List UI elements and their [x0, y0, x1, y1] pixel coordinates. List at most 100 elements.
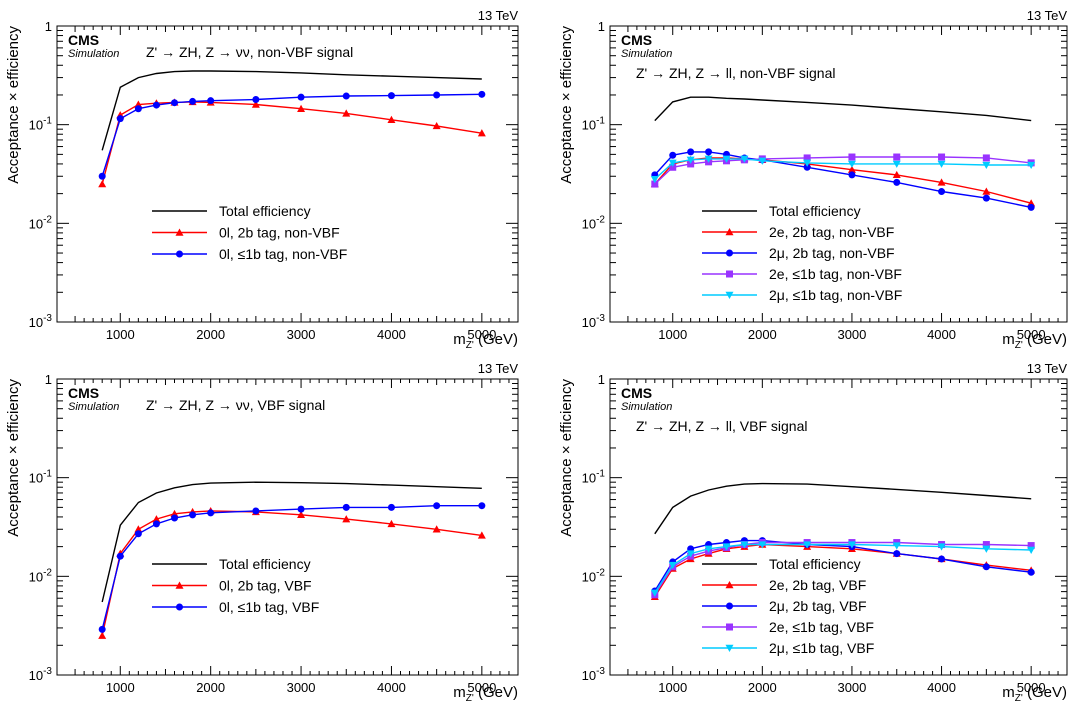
data-point: [758, 157, 767, 165]
data-point: [740, 541, 749, 549]
data-point: [432, 121, 441, 130]
data-point: [252, 507, 260, 515]
data-point: [387, 92, 395, 100]
data-point: [669, 163, 677, 171]
data-point: [478, 502, 486, 510]
data-point: [937, 160, 946, 168]
data-point: [207, 509, 215, 517]
data-point: [686, 156, 695, 164]
data-point: [668, 561, 677, 570]
data-point: [982, 541, 990, 549]
data-point: [982, 187, 991, 195]
data-point: [342, 503, 350, 511]
legend-marker-2: [175, 581, 184, 589]
x-tick-label: 1000: [658, 327, 687, 342]
x-tick-label: 2000: [748, 327, 777, 342]
y-axis-title: Acceptance × efficiency: [5, 26, 22, 184]
data-point: [803, 159, 812, 167]
legend-label-3: 0l, ≤1b tag, VBF: [219, 599, 319, 615]
x-tick-label: 4000: [927, 680, 956, 695]
data-point: [740, 155, 749, 163]
data-point: [116, 552, 124, 560]
data-point: [207, 97, 215, 105]
simulation-label: Simulation: [621, 401, 672, 413]
data-point: [297, 93, 305, 101]
data-point: [116, 115, 124, 123]
energy-label: 13 TeV: [478, 8, 519, 23]
cms-label: CMS: [68, 385, 99, 401]
legend-label-3: 2μ, 2b tag, VBF: [769, 598, 867, 614]
data-point: [433, 91, 441, 99]
data-point: [189, 97, 197, 105]
process-label: Z' → ZH, Z → νν, VBF signal: [146, 397, 325, 413]
data-point: [651, 180, 659, 188]
y-tick-label: 10-1: [29, 469, 53, 486]
legend-marker-3: [176, 603, 183, 611]
data-point: [432, 525, 441, 533]
cms-label: CMS: [621, 32, 652, 48]
x-tick-label: 5000: [1017, 680, 1046, 695]
data-point: [189, 511, 197, 519]
legend-label-2: 2e, 2b tag, non-VBF: [769, 224, 894, 240]
y-axis-title: Acceptance × efficiency: [558, 379, 575, 537]
y-tick-label: 1: [598, 372, 605, 387]
legend-label-5: 2μ, ≤1b tag, VBF: [769, 640, 874, 656]
x-tick-label: 4000: [927, 327, 956, 342]
data-point: [134, 525, 143, 533]
data-point: [1027, 203, 1035, 211]
y-tick-label: 1: [598, 19, 605, 34]
axes-frame: [609, 25, 1068, 323]
x-axis-title: mZ' (GeV): [453, 684, 518, 704]
data-point: [433, 502, 441, 510]
x-tick-label: 5000: [1017, 327, 1046, 342]
y-tick-label: 10-3: [29, 666, 53, 683]
x-tick-label: 2000: [748, 680, 777, 695]
data-point: [893, 178, 901, 186]
data-point: [938, 188, 946, 196]
legend-label-4: 2e, ≤1b tag, non-VBF: [769, 266, 902, 282]
data-point: [297, 510, 306, 519]
x-tick-label: 4000: [377, 680, 406, 695]
x-tick-label: 3000: [287, 327, 316, 342]
data-point: [704, 155, 713, 163]
simulation-label: Simulation: [68, 401, 119, 413]
data-point: [98, 625, 106, 633]
series-line-1: [654, 96, 1032, 122]
simulation-label: Simulation: [68, 48, 119, 60]
y-tick-label: 10-2: [29, 567, 53, 584]
y-tick-label: 10-1: [29, 116, 53, 133]
data-point: [477, 531, 486, 539]
data-point: [758, 541, 767, 549]
legend-marker-3: [726, 249, 733, 257]
y-tick-label: 10-3: [582, 666, 606, 683]
data-point: [387, 503, 395, 511]
simulation-label: Simulation: [621, 48, 672, 60]
data-point: [669, 151, 677, 159]
x-tick-label: 5000: [467, 680, 496, 695]
legend-label-2: 0l, 2b tag, VBF: [219, 578, 312, 594]
x-tick-label: 1000: [106, 680, 135, 695]
x-axis-title: mZ' (GeV): [1002, 684, 1067, 704]
chart-panel-2: 1000 2000 3000 4000 5000 10-3 10-2 10-1 1 mZ' (Ge…: [558, 8, 1068, 351]
data-point: [668, 159, 677, 167]
x-tick-label: 1000: [106, 327, 135, 342]
axes-frame: [56, 378, 519, 676]
data-point: [1027, 546, 1036, 554]
legend-marker-5: [725, 291, 734, 299]
data-point: [650, 589, 659, 597]
data-point: [1027, 161, 1036, 170]
y-tick-label: 10-2: [582, 214, 606, 231]
legend-marker-3: [726, 602, 733, 610]
data-point: [171, 514, 179, 522]
data-point: [803, 154, 811, 162]
data-point: [686, 550, 695, 558]
data-point: [982, 154, 990, 162]
legend-label-2: 2e, 2b tag, VBF: [769, 577, 866, 593]
x-axis-title: mZ' (GeV): [1002, 331, 1067, 351]
data-point: [803, 163, 811, 171]
data-point: [342, 92, 350, 100]
legend-label-1: Total efficiency: [769, 203, 861, 219]
data-point: [705, 148, 713, 156]
x-tick-label: 5000: [467, 327, 496, 342]
